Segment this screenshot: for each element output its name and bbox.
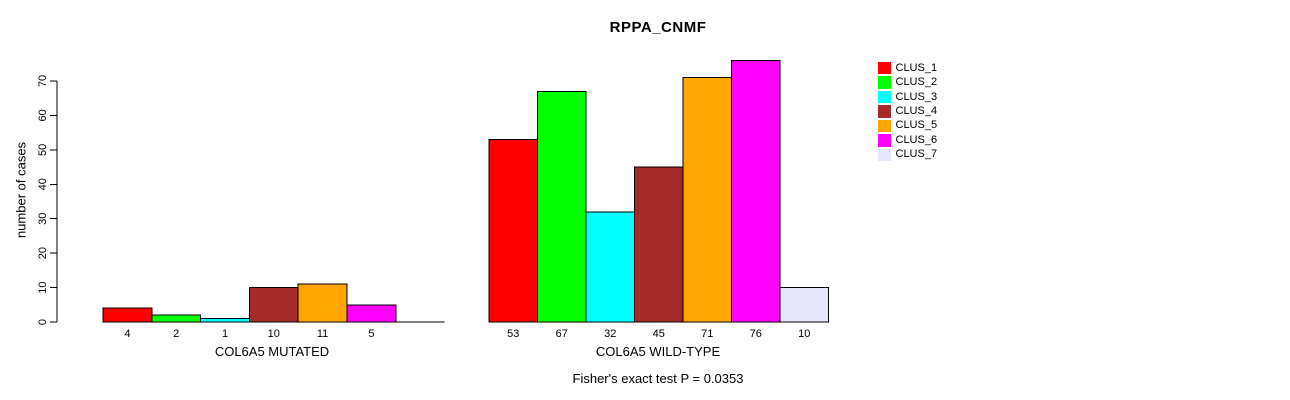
legend-swatch — [878, 76, 891, 89]
bar-clus_3-group2 — [585, 211, 635, 323]
bar-value-label: 10 — [798, 328, 810, 340]
legend-label: CLUS_7 — [895, 148, 938, 161]
bar-clus_3-group1 — [200, 318, 250, 323]
legend-item: CLUS_3 — [878, 90, 937, 104]
fisher-test-annotation: Fisher's exact test P = 0.0353 — [572, 371, 744, 386]
legend-label: CLUS_2 — [895, 76, 938, 89]
legend-swatch — [878, 105, 891, 118]
bar-clus_2-group2 — [537, 90, 587, 323]
bar-value-label: 2 — [173, 328, 179, 340]
bar-value-label: 53 — [507, 328, 519, 340]
legend-label: CLUS_4 — [895, 105, 938, 118]
group-label-mutated: COL6A5 MUTATED — [214, 344, 330, 359]
legend-item: CLUS_2 — [878, 75, 937, 89]
legend-swatch — [878, 134, 891, 147]
legend-swatch — [878, 119, 891, 133]
y-tick-label: 0 — [37, 319, 49, 325]
legend-label: CLUS_1 — [895, 61, 938, 74]
bar-value-label: 11 — [317, 328, 328, 340]
legend-item: CLUS_7 — [878, 148, 937, 162]
bar-value-label: 76 — [750, 328, 762, 340]
bar-clus_4-group1 — [248, 287, 299, 323]
bar-clus_5-group2 — [682, 77, 732, 323]
legend-label: CLUS_5 — [895, 119, 938, 132]
bar-clus_6-group1 — [346, 304, 397, 323]
chart-title: RPPA_CNMF — [609, 19, 707, 36]
legend-item: CLUS_1 — [878, 61, 937, 75]
y-tick-label: 30 — [37, 213, 49, 225]
legend-label: CLUS_3 — [895, 90, 938, 103]
bar-value-label: 4 — [124, 328, 130, 340]
legend-item: CLUS_5 — [878, 119, 937, 133]
bar-value-label: 10 — [268, 328, 280, 340]
bar-value-label: 71 — [701, 328, 713, 340]
y-tick-label: 20 — [37, 247, 49, 259]
bar-clus_5-group1 — [297, 283, 348, 323]
y-tick-label: 40 — [37, 178, 49, 190]
bar-clus_2-group1 — [151, 314, 202, 323]
bar-value-label: 32 — [604, 328, 616, 340]
y-tick-label: 50 — [37, 144, 49, 156]
bar-clus_6-group2 — [731, 59, 781, 323]
y-tick-label: 70 — [37, 75, 49, 87]
legend: CLUS_1 CLUS_2 CLUS_3 CLUS_4 CLUS_5 CLUS_… — [878, 61, 937, 162]
bar-clus_7-group2 — [779, 287, 829, 323]
legend-swatch — [878, 148, 891, 162]
bar-value-label: 67 — [556, 328, 568, 340]
y-tick-label: 10 — [37, 281, 49, 293]
legend-swatch — [878, 90, 891, 104]
legend-item: CLUS_6 — [878, 133, 937, 147]
bar-value-label: 5 — [368, 328, 374, 340]
bar-clus_4-group2 — [634, 166, 684, 323]
legend-label: CLUS_6 — [895, 133, 938, 146]
bar-clus_1-group1 — [102, 307, 153, 323]
bar-value-label: 1 — [222, 328, 228, 340]
y-tick-label: 60 — [37, 109, 49, 121]
group-label-wildtype: COL6A5 WILD-TYPE — [595, 344, 721, 359]
bar-clus_1-group2 — [488, 139, 538, 323]
legend-swatch — [878, 61, 891, 75]
bar-value-label: 45 — [653, 328, 665, 340]
legend-item: CLUS_4 — [878, 104, 937, 118]
